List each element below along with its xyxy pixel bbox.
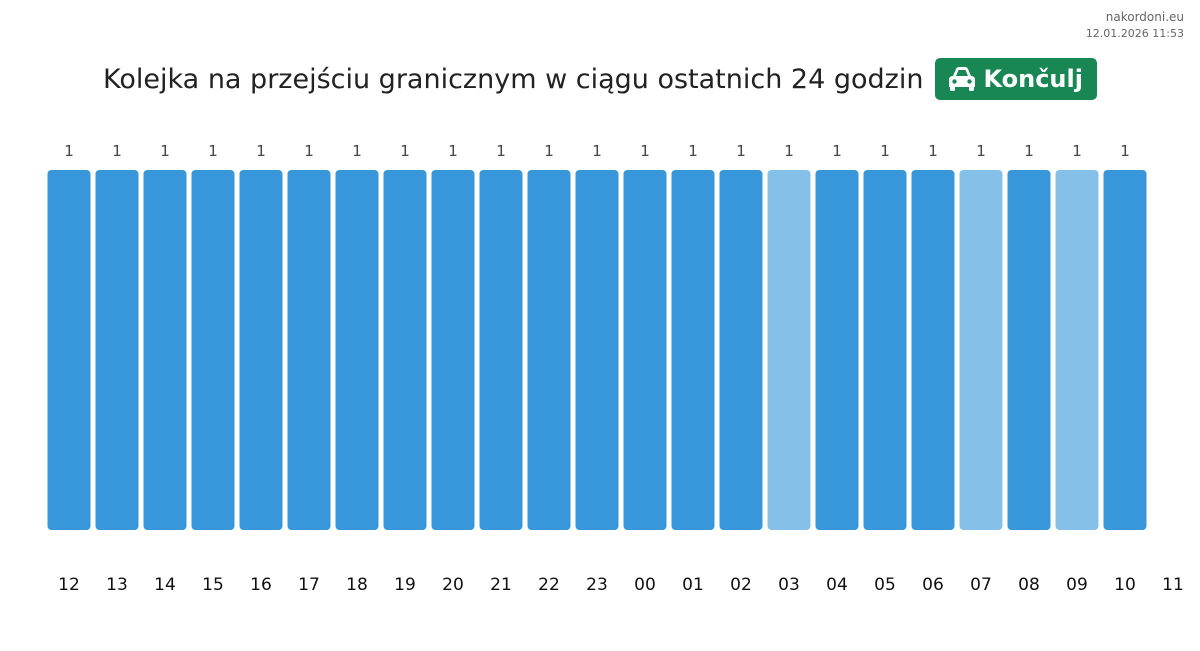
x-tick-label: 06	[922, 575, 944, 595]
bar-12	[47, 170, 91, 530]
bar-value-label: 1	[1072, 142, 1082, 160]
bar-value-label: 1	[208, 142, 218, 160]
x-tick-label: 20	[442, 575, 464, 595]
x-tick-label: 17	[298, 575, 320, 595]
bar-06	[911, 170, 955, 530]
bar-18	[335, 170, 379, 530]
title-row: Kolejka na przejściu granicznym w ciągu …	[0, 58, 1200, 100]
bar-20	[431, 170, 475, 530]
car-icon	[949, 67, 976, 91]
bar-19	[383, 170, 427, 530]
crossing-name: Končulj	[983, 65, 1083, 93]
bar-value-label: 1	[736, 142, 746, 160]
bar-value-label: 1	[688, 142, 698, 160]
bar-04	[815, 170, 859, 530]
crossing-badge: Končulj	[935, 58, 1097, 100]
x-tick-label: 02	[730, 575, 752, 595]
bar-value-label: 1	[112, 142, 122, 160]
x-tick-label: 05	[874, 575, 896, 595]
x-tick-label: 09	[1066, 575, 1088, 595]
x-tick-label: 22	[538, 575, 560, 595]
bar-value-label: 1	[928, 142, 938, 160]
bar-value-label: 1	[832, 142, 842, 160]
bar-value-label: 1	[592, 142, 602, 160]
bar-10	[1103, 170, 1147, 530]
x-tick-label: 11	[1162, 575, 1184, 595]
x-tick-label: 14	[154, 575, 176, 595]
bar-value-label: 1	[976, 142, 986, 160]
bar-09	[1055, 170, 1099, 530]
bar-00	[623, 170, 667, 530]
x-tick-label: 04	[826, 575, 848, 595]
bar-value-label: 1	[640, 142, 650, 160]
x-tick-label: 16	[250, 575, 272, 595]
x-tick-label: 15	[202, 575, 224, 595]
bar-value-label: 1	[1120, 142, 1130, 160]
bar-value-label: 1	[400, 142, 410, 160]
bar-01	[671, 170, 715, 530]
x-tick-label: 18	[346, 575, 368, 595]
bar-17	[287, 170, 331, 530]
bar-value-label: 1	[1024, 142, 1034, 160]
site-info: nakordoni.eu 12.01.2026 11:53	[1086, 10, 1184, 41]
bar-21	[479, 170, 523, 530]
bar-07	[959, 170, 1003, 530]
bar-22	[527, 170, 571, 530]
bar-23	[575, 170, 619, 530]
page-title: Kolejka na przejściu granicznym w ciągu …	[103, 63, 924, 95]
bar-value-label: 1	[160, 142, 170, 160]
bar-value-label: 1	[544, 142, 554, 160]
bar-14	[143, 170, 187, 530]
x-tick-label: 03	[778, 575, 800, 595]
site-name: nakordoni.eu	[1105, 10, 1184, 24]
bar-value-label: 1	[784, 142, 794, 160]
x-tick-label: 00	[634, 575, 656, 595]
x-tick-label: 19	[394, 575, 416, 595]
x-tick-label: 01	[682, 575, 704, 595]
bar-value-label: 1	[880, 142, 890, 160]
x-tick-label: 13	[106, 575, 128, 595]
timestamp: 12.01.2026 11:53	[1085, 27, 1184, 40]
bar-05	[863, 170, 907, 530]
bar-value-label: 1	[64, 142, 74, 160]
bar-08	[1007, 170, 1051, 530]
bar-03	[767, 170, 811, 530]
bar-value-label: 1	[304, 142, 314, 160]
x-tick-label: 08	[1018, 575, 1040, 595]
x-tick-label: 21	[490, 575, 512, 595]
bar-value-label: 1	[352, 142, 362, 160]
bar-15	[191, 170, 235, 530]
bar-value-label: 1	[256, 142, 266, 160]
x-tick-label: 10	[1114, 575, 1136, 595]
x-tick-label: 07	[970, 575, 992, 595]
bar-02	[719, 170, 763, 530]
bar-value-label: 1	[448, 142, 458, 160]
x-tick-label: 12	[58, 575, 80, 595]
bar-16	[239, 170, 283, 530]
bar-value-label: 1	[496, 142, 506, 160]
x-tick-label: 23	[586, 575, 608, 595]
bar-13	[95, 170, 139, 530]
